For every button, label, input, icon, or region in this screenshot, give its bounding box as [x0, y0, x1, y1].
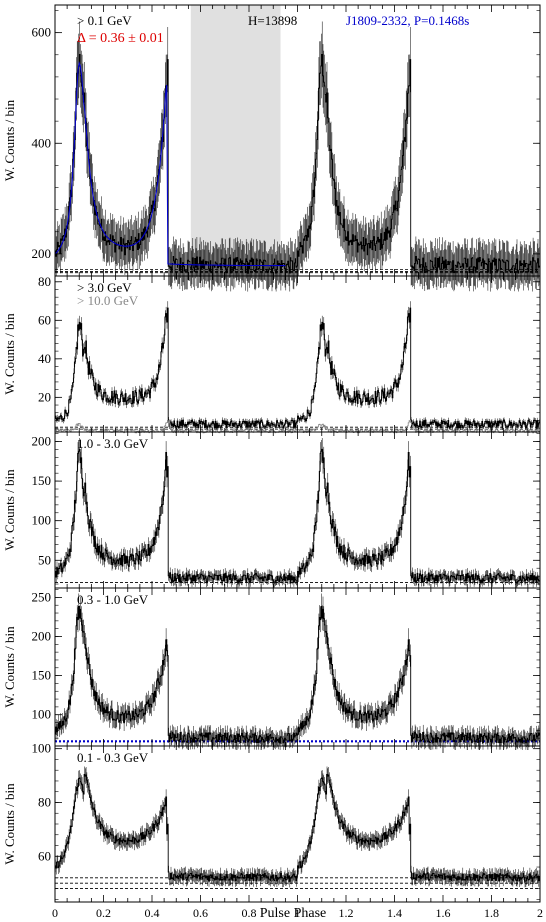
y-axis-label: W. Counts / bin	[2, 469, 17, 551]
panel-3: 50 100 150 200 W. Counts / bin 1.0 - 3.0 GeV	[2, 431, 541, 589]
pulse-profile-histogram	[55, 448, 540, 584]
energy-range-label: 0.1 - 0.3 GeV	[77, 750, 149, 765]
x-tick-label: 2	[537, 906, 543, 920]
plot-frame	[54, 587, 541, 747]
y-tick-label: 250	[32, 589, 52, 604]
y-tick-label: 40	[38, 351, 51, 366]
y-tick-label: 60	[38, 312, 51, 327]
y-tick-label: 200	[32, 434, 52, 449]
pulse-profile-histogram	[55, 605, 540, 744]
energy-range-label: > 10.0 GeV	[77, 293, 139, 308]
panel-4: 100 150 200 250 W. Counts / bin 0.3 - 1.0 GeV	[2, 587, 541, 750]
y-axis-label: W. Counts / bin	[2, 783, 17, 865]
y-axis-label: W. Counts / bin	[2, 313, 17, 395]
y-tick-label: 200	[32, 246, 52, 261]
y-axis-label: W. Counts / bin	[2, 99, 17, 181]
pulse-profile-histogram	[55, 307, 540, 429]
y-tick-label: 100	[32, 741, 52, 756]
x-axis-label: Pulse Phase	[260, 906, 327, 921]
y-tick-label: 60	[38, 848, 51, 863]
error-bars	[55, 301, 540, 431]
x-tick-label: 0.6	[193, 906, 208, 920]
x-tick-label: 0	[52, 906, 58, 920]
y-axis-label: W. Counts / bin	[2, 626, 17, 708]
pulse-profile-histogram	[55, 53, 540, 274]
y-tick-label: 80	[38, 794, 51, 809]
panel-2: 20 40 60 80 W. Counts / bin > 3.0 GeV> 10.0 G…	[2, 274, 541, 434]
energy-range-label: 0.3 - 1.0 GeV	[77, 592, 149, 607]
y-tick-label: 600	[32, 25, 52, 40]
x-tick-label: 0.4	[145, 906, 160, 920]
error-bars	[55, 593, 540, 750]
y-tick-label: 80	[38, 274, 51, 289]
y-tick-label: 50	[38, 552, 51, 567]
y-tick-label: 400	[32, 135, 52, 150]
y-tick-label: 100	[32, 513, 52, 528]
y-tick-label: 150	[32, 668, 52, 683]
x-tick-label: 1.4	[387, 906, 402, 920]
h-test-label: H=13898	[248, 13, 297, 28]
y-tick-label: 20	[38, 389, 51, 404]
y-tick-label: 200	[32, 628, 52, 643]
pulse-profile-histogram	[55, 773, 540, 882]
energy-range-label: 1.0 - 3.0 GeV	[77, 436, 149, 451]
x-tick-label: 0.2	[96, 906, 111, 920]
off-pulse-shaded-region	[190, 5, 281, 276]
x-tick-label: 1.6	[436, 906, 451, 920]
x-tick-label: 1.2	[339, 906, 354, 920]
panel-1: 200 400 600 W. Counts / bin > 0.1 GeV Δ = 0.3…	[2, 4, 541, 292]
peak-separation-label: Δ = 0.36 ± 0.01	[77, 31, 164, 46]
panel-5: 60 80 100 W. Counts / bin 0.1 - 0.3 GeV	[2, 741, 541, 903]
x-tick-label: 1	[295, 906, 301, 920]
y-tick-label: 150	[32, 473, 52, 488]
x-tick-label: 1.8	[484, 906, 499, 920]
y-tick-label: 100	[32, 707, 52, 722]
pulsar-name-label: J1809-2332, P=0.1468s	[346, 13, 469, 28]
energy-range-label: > 0.1 GeV	[77, 13, 132, 28]
model-fit-curve	[54, 61, 286, 267]
energy-range-label: > 3.0 GeV	[77, 280, 132, 295]
x-tick-label: 0.8	[242, 906, 257, 920]
